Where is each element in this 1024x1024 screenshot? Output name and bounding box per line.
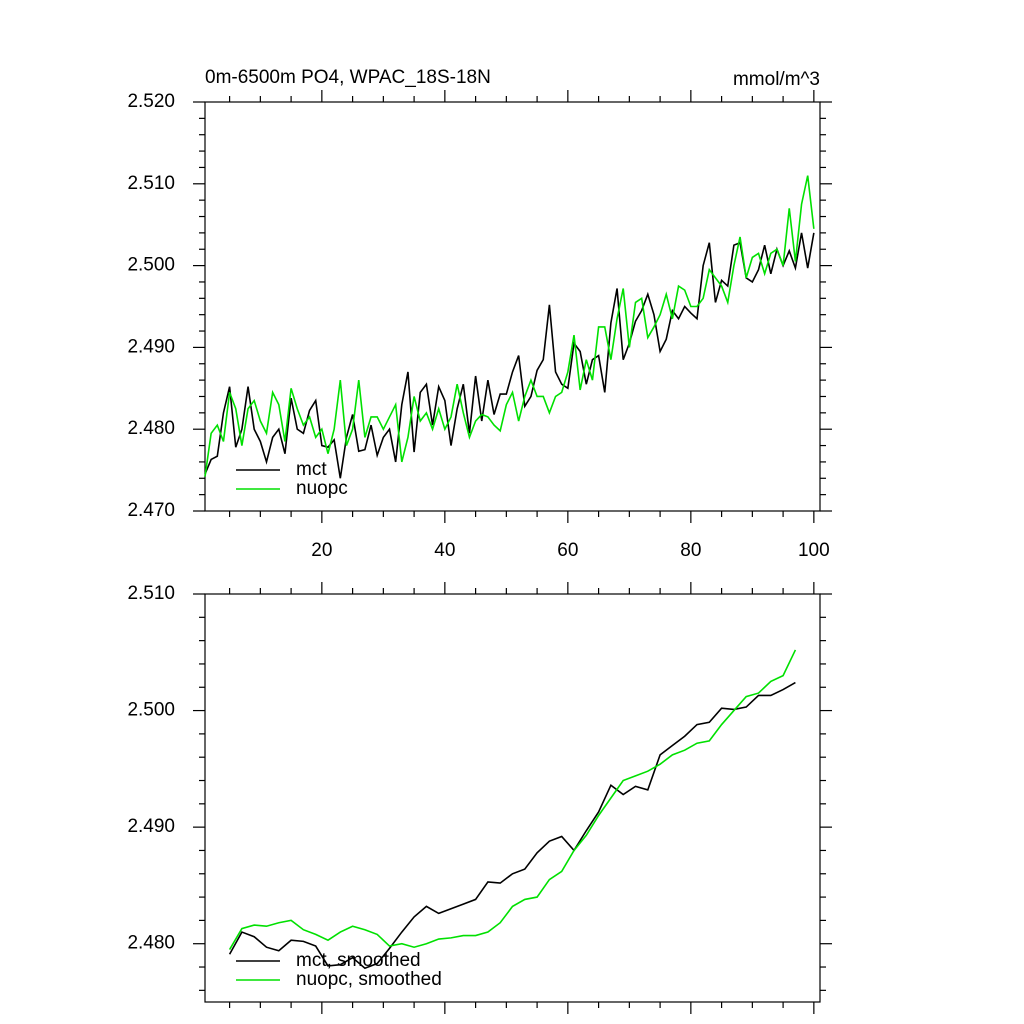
- chart-title: 0m-6500m PO4, WPAC_18S-18N: [205, 67, 491, 88]
- y-tick-label: 2.500: [127, 700, 175, 721]
- legend-label: nuopc, smoothed: [296, 969, 442, 990]
- y-tick-label: 2.510: [127, 583, 175, 604]
- y-tick-label: 2.480: [127, 933, 175, 954]
- series-line: [228, 681, 796, 970]
- legend-label: mct: [296, 459, 327, 480]
- y-tick-label: 2.490: [127, 816, 175, 837]
- series-line: [204, 232, 815, 479]
- x-tick-label: 80: [680, 540, 701, 561]
- x-tick-label: 60: [557, 540, 578, 561]
- y-tick-label: 2.510: [127, 173, 175, 194]
- plot-frame: [204, 593, 821, 1003]
- y-tick-label: 2.520: [127, 91, 175, 112]
- y-tick-label: 2.470: [127, 500, 175, 521]
- y-tick-label: 2.500: [127, 255, 175, 276]
- legend-label: mct, smoothed: [296, 950, 421, 971]
- x-tick-label: 40: [434, 540, 455, 561]
- series-line: [228, 649, 797, 950]
- legend-label: nuopc: [296, 478, 348, 499]
- y-tick-label: 2.480: [127, 418, 175, 439]
- units-label: mmol/m^3: [733, 69, 820, 90]
- plot-frame: [204, 101, 821, 512]
- series-line: [204, 175, 815, 477]
- x-tick-label: 20: [311, 540, 332, 561]
- y-tick-label: 2.490: [127, 336, 175, 357]
- x-tick-label: 100: [798, 540, 830, 561]
